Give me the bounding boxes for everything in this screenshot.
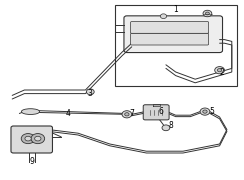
- Circle shape: [125, 113, 129, 116]
- Circle shape: [25, 136, 31, 141]
- Circle shape: [35, 136, 41, 141]
- Text: 8: 8: [168, 122, 173, 130]
- FancyBboxPatch shape: [11, 126, 52, 153]
- Text: 6: 6: [159, 107, 163, 116]
- Circle shape: [205, 12, 209, 15]
- Circle shape: [21, 134, 35, 144]
- Circle shape: [160, 14, 167, 19]
- Circle shape: [162, 125, 170, 131]
- Circle shape: [200, 108, 210, 115]
- FancyBboxPatch shape: [143, 105, 169, 120]
- Text: 7: 7: [129, 109, 134, 118]
- Text: 2: 2: [220, 68, 224, 76]
- Circle shape: [86, 89, 94, 95]
- Circle shape: [203, 110, 207, 113]
- FancyBboxPatch shape: [131, 33, 209, 45]
- Text: 5: 5: [210, 107, 215, 116]
- Circle shape: [217, 69, 222, 72]
- Text: 9: 9: [29, 158, 34, 166]
- Bar: [115, 5, 237, 86]
- Circle shape: [31, 134, 45, 144]
- Circle shape: [203, 10, 212, 17]
- FancyBboxPatch shape: [131, 22, 209, 33]
- Circle shape: [122, 111, 132, 118]
- FancyBboxPatch shape: [124, 16, 223, 53]
- Text: 1: 1: [173, 4, 178, 14]
- Circle shape: [215, 67, 224, 74]
- Ellipse shape: [21, 109, 40, 114]
- Text: 4: 4: [66, 109, 71, 118]
- Text: 3: 3: [88, 89, 93, 98]
